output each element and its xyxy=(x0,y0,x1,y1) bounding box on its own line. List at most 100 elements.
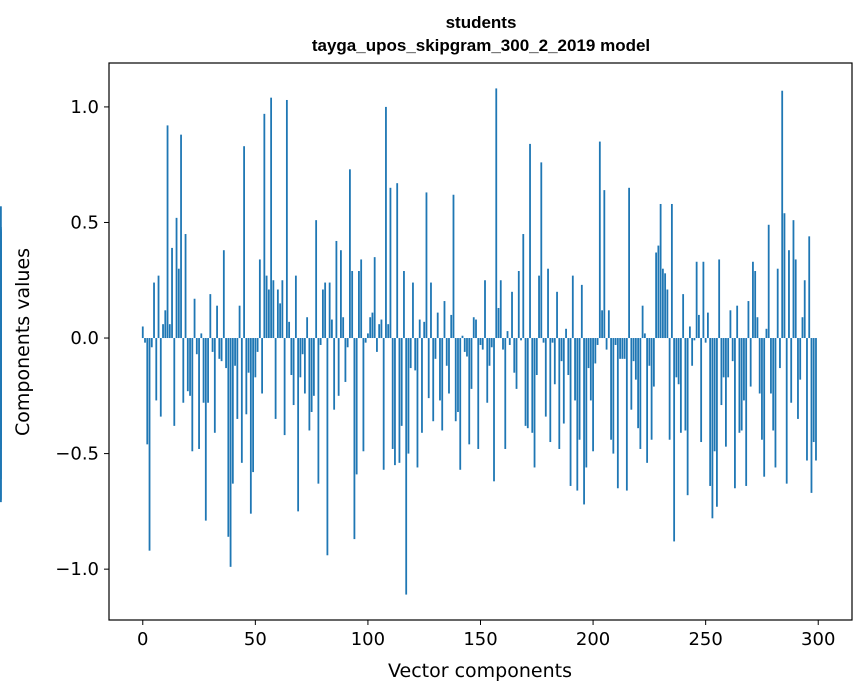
bar xyxy=(515,338,518,389)
bar xyxy=(461,335,464,339)
bar xyxy=(423,321,426,339)
bar xyxy=(725,338,727,447)
bar xyxy=(324,282,327,339)
x-tick-label: 50 xyxy=(244,629,267,650)
bar xyxy=(157,275,160,339)
bar xyxy=(245,338,248,415)
bar xyxy=(619,338,621,359)
bar xyxy=(443,301,446,339)
bar xyxy=(231,338,234,484)
bar xyxy=(513,338,516,373)
bar xyxy=(340,250,342,339)
bar xyxy=(517,271,520,339)
bar xyxy=(162,324,164,339)
bar xyxy=(412,282,414,339)
bar xyxy=(301,338,304,355)
bar xyxy=(623,338,626,359)
bar xyxy=(258,259,261,339)
bar xyxy=(281,280,284,339)
bar xyxy=(290,338,293,376)
x-axis-ticks: 0 50 100 150 200 250 300 xyxy=(137,620,835,650)
bar xyxy=(702,261,705,339)
y-tick-label: −0.5 xyxy=(55,444,99,465)
bar xyxy=(220,338,223,362)
bar xyxy=(720,338,723,406)
bar xyxy=(168,324,171,339)
bar xyxy=(801,317,804,339)
bar xyxy=(639,338,642,449)
bar xyxy=(495,88,498,339)
y-tick-label: 0.0 xyxy=(70,328,99,349)
bar xyxy=(213,338,216,433)
bar xyxy=(632,338,635,362)
bar xyxy=(547,268,549,339)
bar xyxy=(310,338,313,412)
bar xyxy=(607,310,610,339)
bar xyxy=(605,338,608,350)
bar xyxy=(346,338,349,348)
bar xyxy=(711,338,714,519)
bar xyxy=(200,333,203,339)
bar xyxy=(612,338,615,454)
bar xyxy=(713,338,716,452)
bar xyxy=(691,338,694,366)
bar xyxy=(682,294,685,339)
y-axis-label: Components values xyxy=(12,248,34,436)
bar xyxy=(261,338,263,394)
x-tick-label: 200 xyxy=(576,629,610,650)
bar xyxy=(812,338,815,443)
bar xyxy=(749,338,752,387)
bar xyxy=(0,229,2,339)
bar xyxy=(153,282,155,339)
bar xyxy=(432,338,435,422)
bar xyxy=(466,338,468,357)
bar xyxy=(772,338,775,431)
bar xyxy=(810,338,813,493)
bar xyxy=(317,338,320,484)
bar xyxy=(603,190,606,339)
bar xyxy=(367,333,369,339)
bar xyxy=(448,338,450,394)
bar xyxy=(529,143,531,339)
bar xyxy=(533,338,536,468)
bar xyxy=(679,338,682,433)
bar xyxy=(303,338,306,394)
bar xyxy=(312,338,315,396)
bar xyxy=(225,338,227,369)
bar xyxy=(569,338,572,486)
bar xyxy=(475,319,477,339)
bar xyxy=(601,310,603,339)
bar xyxy=(171,247,173,339)
bar xyxy=(331,319,333,339)
bar xyxy=(186,338,189,392)
bar xyxy=(276,289,279,339)
bar xyxy=(240,338,243,463)
bar xyxy=(326,338,329,556)
bar xyxy=(369,317,372,339)
bar xyxy=(436,312,439,339)
bar xyxy=(263,113,266,339)
bar xyxy=(335,240,338,339)
bar xyxy=(571,275,574,339)
bar xyxy=(583,338,585,505)
bar xyxy=(229,338,232,567)
bar xyxy=(524,338,527,426)
bar xyxy=(299,338,302,378)
bar xyxy=(486,338,489,403)
bar xyxy=(761,338,763,440)
bar xyxy=(508,338,511,345)
y-axis-ticks: −1.0 −0.5 0.0 0.5 1.0 xyxy=(55,97,109,580)
bar xyxy=(598,141,601,339)
bar xyxy=(254,338,257,378)
bar xyxy=(783,213,786,339)
x-axis-label: Vector components xyxy=(388,660,572,682)
bar xyxy=(385,106,387,339)
bar xyxy=(445,338,448,366)
bar xyxy=(378,324,381,339)
bar xyxy=(389,187,392,339)
bar xyxy=(686,338,689,496)
bar xyxy=(722,338,725,378)
bar xyxy=(391,338,394,449)
bar xyxy=(506,331,509,339)
chart-title: students xyxy=(446,13,517,32)
